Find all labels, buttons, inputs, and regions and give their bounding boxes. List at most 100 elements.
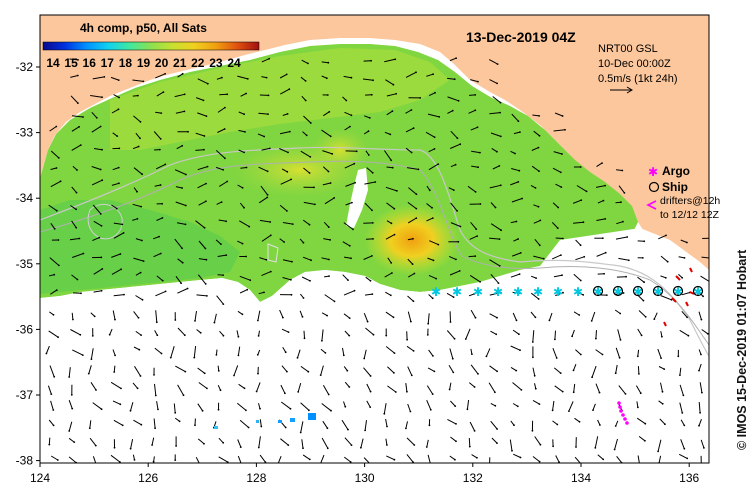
current-arrow — [425, 131, 435, 138]
axes: 124 126 128 130 132 134 136 -32 -33 -34 -35 -36 -37 -… — [16, 60, 700, 485]
current-arrow — [88, 365, 92, 374]
current-arrow — [303, 201, 315, 205]
current-arrow — [50, 455, 59, 461]
current-arrow — [597, 200, 604, 204]
current-arrow — [636, 417, 646, 425]
current-arrow-head — [141, 239, 143, 242]
current-arrow — [469, 94, 476, 96]
current-arrow-head — [269, 270, 272, 273]
current-arrow — [573, 221, 584, 224]
current-arrow — [237, 439, 242, 448]
current-arrow-head — [217, 408, 220, 411]
current-arrow-head — [114, 354, 116, 357]
current-arrow-head — [325, 77, 328, 80]
current-arrow-head — [474, 316, 477, 319]
current-arrow — [113, 294, 125, 297]
current-arrow-head — [411, 263, 414, 265]
current-arrow — [679, 384, 684, 396]
current-arrow-head — [326, 314, 328, 317]
current-arrow-head — [286, 113, 289, 115]
ship-symbol — [648, 181, 660, 193]
current-arrow — [321, 129, 331, 137]
current-arrow-head — [87, 372, 90, 375]
current-arrow-head — [215, 354, 218, 356]
current-arrow-head — [518, 273, 521, 275]
current-arrow-head — [75, 191, 78, 194]
current-arrow — [112, 132, 118, 137]
current-arrow-head — [661, 335, 663, 338]
current-scale: 0.5m/s (1kt 24h) — [598, 73, 677, 85]
current-arrow-head — [151, 444, 154, 446]
ship-obs-marker: ✱ — [493, 285, 503, 299]
current-arrow-head — [349, 461, 352, 463]
current-arrow-head — [637, 406, 639, 409]
current-arrow — [698, 363, 702, 371]
current-arrow — [596, 162, 603, 168]
current-arrow — [279, 238, 285, 243]
current-arrow-head — [413, 444, 416, 446]
current-arrow — [217, 384, 221, 391]
current-arrow-head — [96, 466, 98, 468]
current-arrow — [465, 328, 471, 340]
current-arrow-head — [371, 465, 373, 467]
current-arrow-head — [181, 261, 184, 264]
cloud-gap — [346, 168, 368, 228]
current-arrow-head — [158, 148, 161, 151]
current-arrow-head — [350, 257, 352, 260]
current-arrow — [215, 239, 222, 245]
y-tick-label: -35 — [16, 257, 34, 271]
current-arrow-head — [154, 394, 157, 397]
current-arrow — [554, 385, 563, 393]
current-arrow-head — [284, 392, 286, 395]
current-arrow-head — [222, 168, 225, 171]
current-arrow — [343, 401, 346, 407]
bathymetry-contour-3 — [87, 203, 123, 240]
current-arrow — [568, 401, 574, 412]
current-arrow — [596, 218, 606, 221]
current-arrow — [447, 77, 455, 80]
current-arrow-head — [327, 61, 330, 64]
current-arrow — [385, 79, 394, 86]
current-arrow — [385, 311, 394, 318]
current-arrow-head — [458, 270, 461, 272]
current-arrow-head — [224, 106, 226, 109]
current-arrow — [130, 438, 134, 449]
current-arrow — [614, 438, 618, 450]
current-arrow-head — [663, 368, 666, 370]
current-arrow-head — [660, 357, 662, 359]
current-arrow — [552, 420, 558, 425]
current-arrow — [301, 276, 311, 282]
current-arrow — [279, 309, 284, 318]
current-arrow — [492, 165, 500, 170]
current-arrow — [510, 273, 520, 278]
current-arrow-head — [496, 428, 498, 430]
current-arrow — [217, 254, 227, 257]
current-arrow-head — [95, 116, 98, 119]
current-arrow-head — [392, 83, 395, 86]
current-arrow — [175, 186, 183, 189]
current-arrow — [533, 204, 539, 208]
current-arrow — [240, 93, 247, 97]
current-arrow-head — [219, 389, 222, 392]
current-arrow — [511, 168, 520, 172]
current-arrow — [384, 131, 391, 135]
current-arrow — [48, 437, 51, 445]
current-arrow-head — [285, 73, 288, 76]
current-arrow-head — [568, 410, 570, 412]
current-arrow-head — [454, 163, 457, 166]
current-arrow — [490, 273, 499, 284]
current-arrow — [90, 348, 94, 360]
current-arrow — [216, 201, 222, 205]
current-arrow — [365, 327, 374, 336]
current-arrow-head — [580, 199, 583, 202]
current-arrow — [69, 58, 79, 61]
current-arrow — [281, 401, 291, 410]
current-arrow — [154, 347, 162, 354]
current-arrow — [363, 457, 370, 463]
current-arrow-head — [427, 322, 430, 325]
current-arrow-head — [657, 450, 659, 453]
current-arrow — [197, 183, 207, 189]
current-arrow-head — [53, 375, 56, 378]
current-arrow-head — [246, 78, 249, 80]
current-arrow — [553, 129, 566, 132]
